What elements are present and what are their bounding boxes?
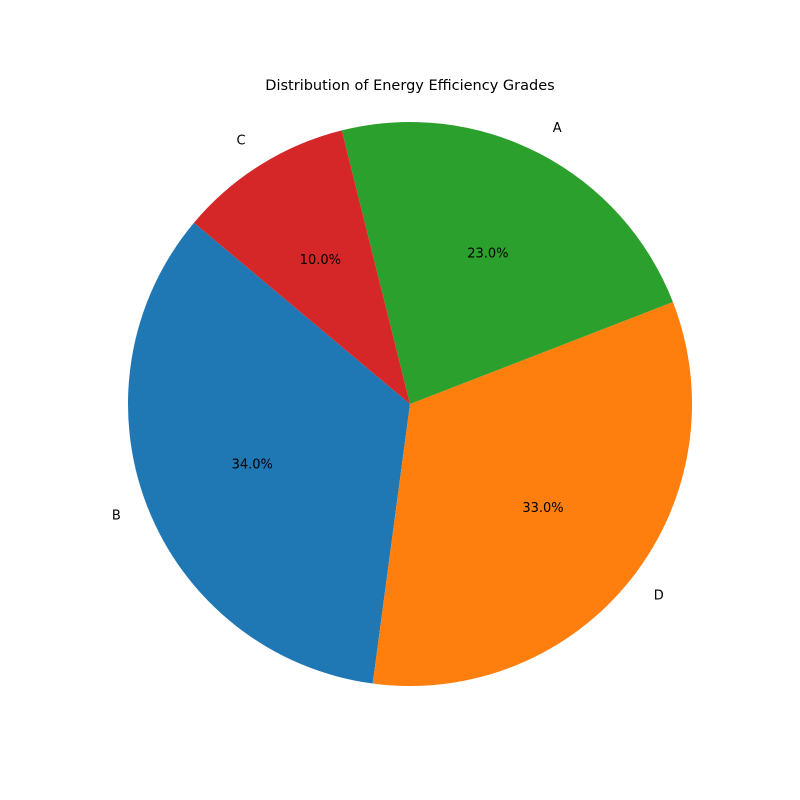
pie-slice-d [372, 302, 693, 686]
category-label-c: C [237, 133, 246, 148]
pie-slice-b [128, 222, 410, 684]
pie-slice-a [341, 122, 673, 404]
chart-title: Distribution of Energy Efficiency Grades [265, 78, 554, 94]
percent-label-a: 23.0% [467, 246, 508, 261]
category-label-d: D [654, 588, 664, 603]
category-label-a: A [553, 121, 562, 136]
category-labels: B D A C [112, 121, 664, 603]
percent-label-b: 34.0% [232, 458, 273, 473]
pie-slice-c [193, 130, 410, 404]
percent-labels: 34.0% 33.0% 23.0% 10.0% [232, 246, 564, 516]
category-label-b: B [112, 509, 121, 524]
percent-label-c: 10.0% [300, 253, 341, 268]
pie-slices [128, 122, 693, 686]
percent-label-d: 33.0% [522, 501, 563, 516]
